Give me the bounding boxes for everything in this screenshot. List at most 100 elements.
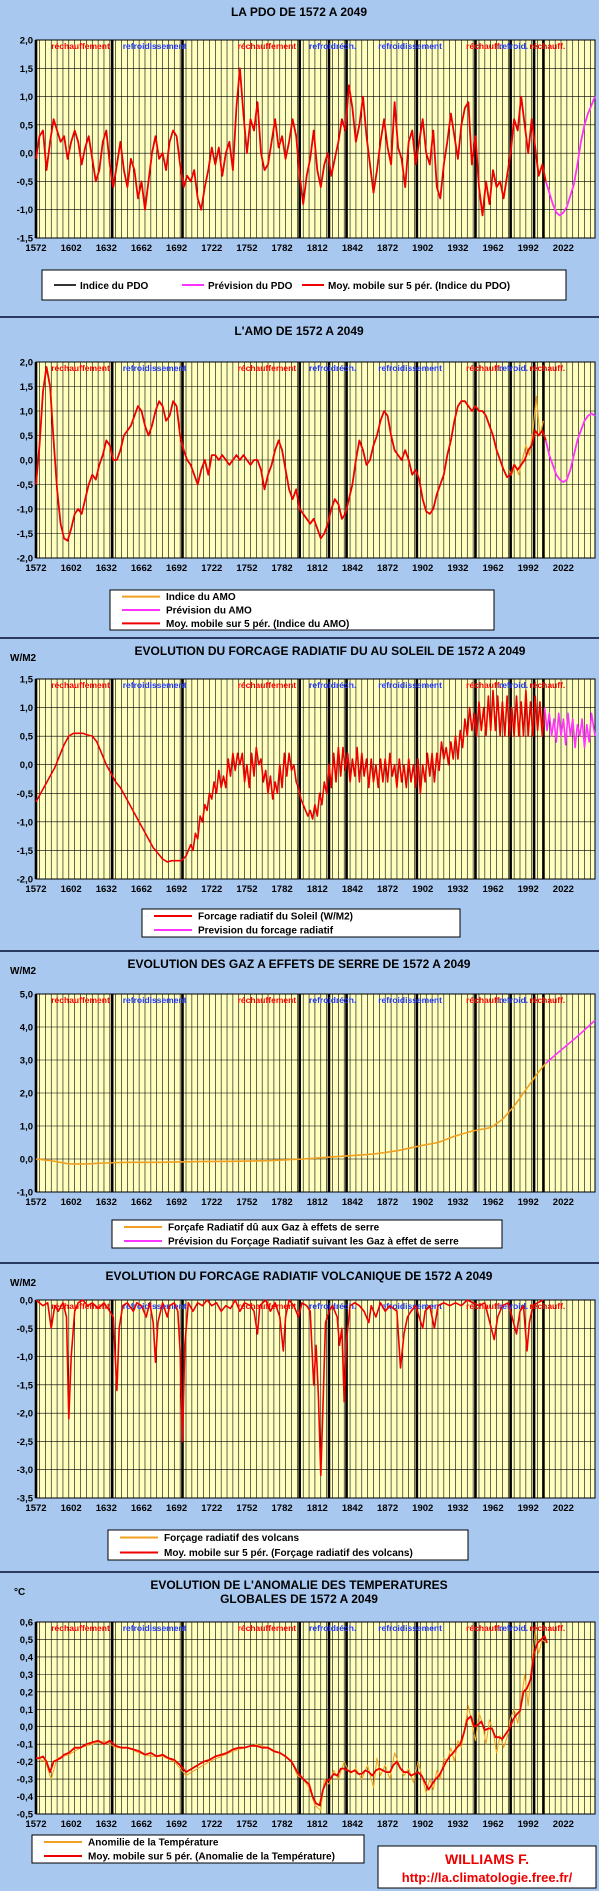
x-tick-label: 1722 [201, 243, 222, 254]
x-tick-label: 1752 [236, 884, 257, 895]
chart-title: L'AMO DE 1572 A 2049 [234, 324, 364, 338]
x-tick-label: 1962 [482, 563, 503, 574]
x-tick-label: 1812 [307, 1503, 328, 1514]
legend-label: Moy. mobile sur 5 pér. (Indice du AMO) [166, 619, 349, 630]
x-tick-label: 1842 [342, 243, 363, 254]
y-tick-label: 0,0 [20, 1722, 33, 1733]
legend-label: Moy. mobile sur 5 pér. (Forçage radiatif… [164, 1548, 413, 1559]
x-tick-label: 1992 [518, 1503, 539, 1514]
x-tick-label: 1632 [96, 1819, 117, 1830]
x-tick-label: 1752 [236, 1503, 257, 1514]
y-tick-label: -1,5 [17, 529, 34, 540]
series-line [35, 689, 546, 863]
period-label: réchauff. [466, 995, 502, 1005]
x-tick-label: 1602 [61, 1503, 82, 1514]
x-tick-label: 1812 [307, 884, 328, 895]
period-label: refroidissement [378, 1623, 442, 1633]
y-tick-label: 0,0 [20, 149, 33, 160]
x-tick-label: 1692 [166, 243, 187, 254]
x-tick-label: 1842 [342, 563, 363, 574]
plot-area [35, 1621, 596, 1815]
series-line [507, 395, 544, 476]
y-tick-label: -2,0 [17, 875, 33, 886]
period-label: réchauff. [466, 1623, 502, 1633]
period-label: refroid. [309, 1301, 338, 1311]
x-tick-label: 2022 [553, 1197, 574, 1208]
x-tick-label: 1782 [272, 1819, 293, 1830]
x-tick-label: 1932 [447, 1503, 468, 1514]
period-label: réchauffement [238, 1623, 297, 1633]
y-tick-label: 2,0 [20, 1089, 33, 1100]
legend-label: Forcage radiatif du Soleil (W/M2) [198, 912, 353, 923]
period-label: refroidissement [123, 995, 187, 1005]
x-tick-label: 1782 [272, 563, 293, 574]
x-tick-label: 1932 [447, 884, 468, 895]
period-label: réchauffement [51, 1301, 110, 1311]
period-label: réchauff. [529, 363, 565, 373]
period-label: réch. [336, 41, 356, 51]
x-tick-label: 1572 [25, 884, 46, 895]
x-tick-label: 1632 [96, 1503, 117, 1514]
series-line [544, 96, 596, 217]
x-tick-label: 1692 [166, 1503, 187, 1514]
series-line [545, 1019, 596, 1064]
x-tick-label: 1902 [412, 1503, 433, 1514]
period-label: refroidissement [378, 680, 442, 690]
x-tick-label: 1812 [307, 563, 328, 574]
legend-label: Prevision du forcage radiatif [198, 926, 334, 937]
panel-divider [0, 316, 599, 318]
y-tick-label: -0,1 [17, 1740, 34, 1751]
x-tick-label: 2022 [553, 563, 574, 574]
legend-label: Prévision du AMO [166, 606, 252, 617]
y-tick-label: 1,5 [20, 675, 34, 686]
period-label: refroid. [309, 1623, 338, 1633]
chart-title: EVOLUTION DES GAZ A EFFETS DE SERRE DE 1… [128, 957, 471, 971]
y-tick-label: 2,0 [20, 358, 33, 369]
period-label: réch. [336, 1623, 356, 1633]
x-tick-label: 1572 [25, 243, 46, 254]
series-line [35, 366, 547, 542]
series-line [35, 67, 547, 217]
period-label: réchauff. [529, 995, 565, 1005]
y-tick-label: -2,5 [17, 1437, 34, 1448]
period-label: refroid. [309, 41, 338, 51]
y-tick-label: -0,3 [17, 1775, 33, 1786]
chart-title: EVOLUTION DU FORCAGE RADIATIF VOLCANIQUE… [106, 1269, 493, 1283]
x-tick-label: 1842 [342, 1819, 363, 1830]
x-tick-label: 1632 [96, 243, 117, 254]
x-tick-label: 1842 [342, 1503, 363, 1514]
y-tick-label: -0,5 [17, 177, 34, 188]
period-label: refroid. [309, 995, 338, 1005]
x-tick-label: 1872 [377, 243, 398, 254]
legend-box [141, 908, 461, 938]
x-tick-label: 1932 [447, 1197, 468, 1208]
y-tick-label: -2,0 [17, 1409, 33, 1420]
x-tick-label: 2022 [553, 1503, 574, 1514]
x-tick-label: 1872 [377, 1819, 398, 1830]
period-label: réchauffement [238, 41, 297, 51]
x-tick-label: 1932 [447, 1819, 468, 1830]
y-tick-label: 0,5 [20, 120, 34, 131]
x-tick-label: 1572 [25, 1197, 46, 1208]
chart-1: LA PDO DE 1572 A 2049 2,0 1,5 1,0 0,5 0,0 -0,5… [17, 5, 596, 301]
y-tick-label: 4,0 [20, 1023, 33, 1034]
y-tick-label: -3,0 [17, 1465, 33, 1476]
y-tick-label: 0,0 [20, 1155, 33, 1166]
series-line [35, 1299, 544, 1477]
x-tick-label: 1752 [236, 243, 257, 254]
period-label: réchauffement [51, 1623, 110, 1633]
series-line [544, 412, 596, 483]
x-tick-label: 1992 [518, 243, 539, 254]
period-label: réchauff. [529, 1301, 565, 1311]
y-tick-label: -0,5 [17, 789, 34, 800]
y-tick-label: 5,0 [20, 990, 33, 1001]
x-tick-label: 1722 [201, 1503, 222, 1514]
chart-5: EVOLUTION DU FORCAGE RADIATIF VOLCANIQUE… [10, 1269, 596, 1561]
legend-box [111, 1219, 503, 1249]
y-tick-label: 0,3 [20, 1670, 33, 1681]
y-tick-label: 0,5 [20, 431, 34, 442]
period-label: réchauff. [529, 41, 565, 51]
legend-box [31, 1834, 365, 1864]
y-tick-label: 0,5 [20, 1635, 34, 1646]
period-label: réchauffement [238, 995, 297, 1005]
